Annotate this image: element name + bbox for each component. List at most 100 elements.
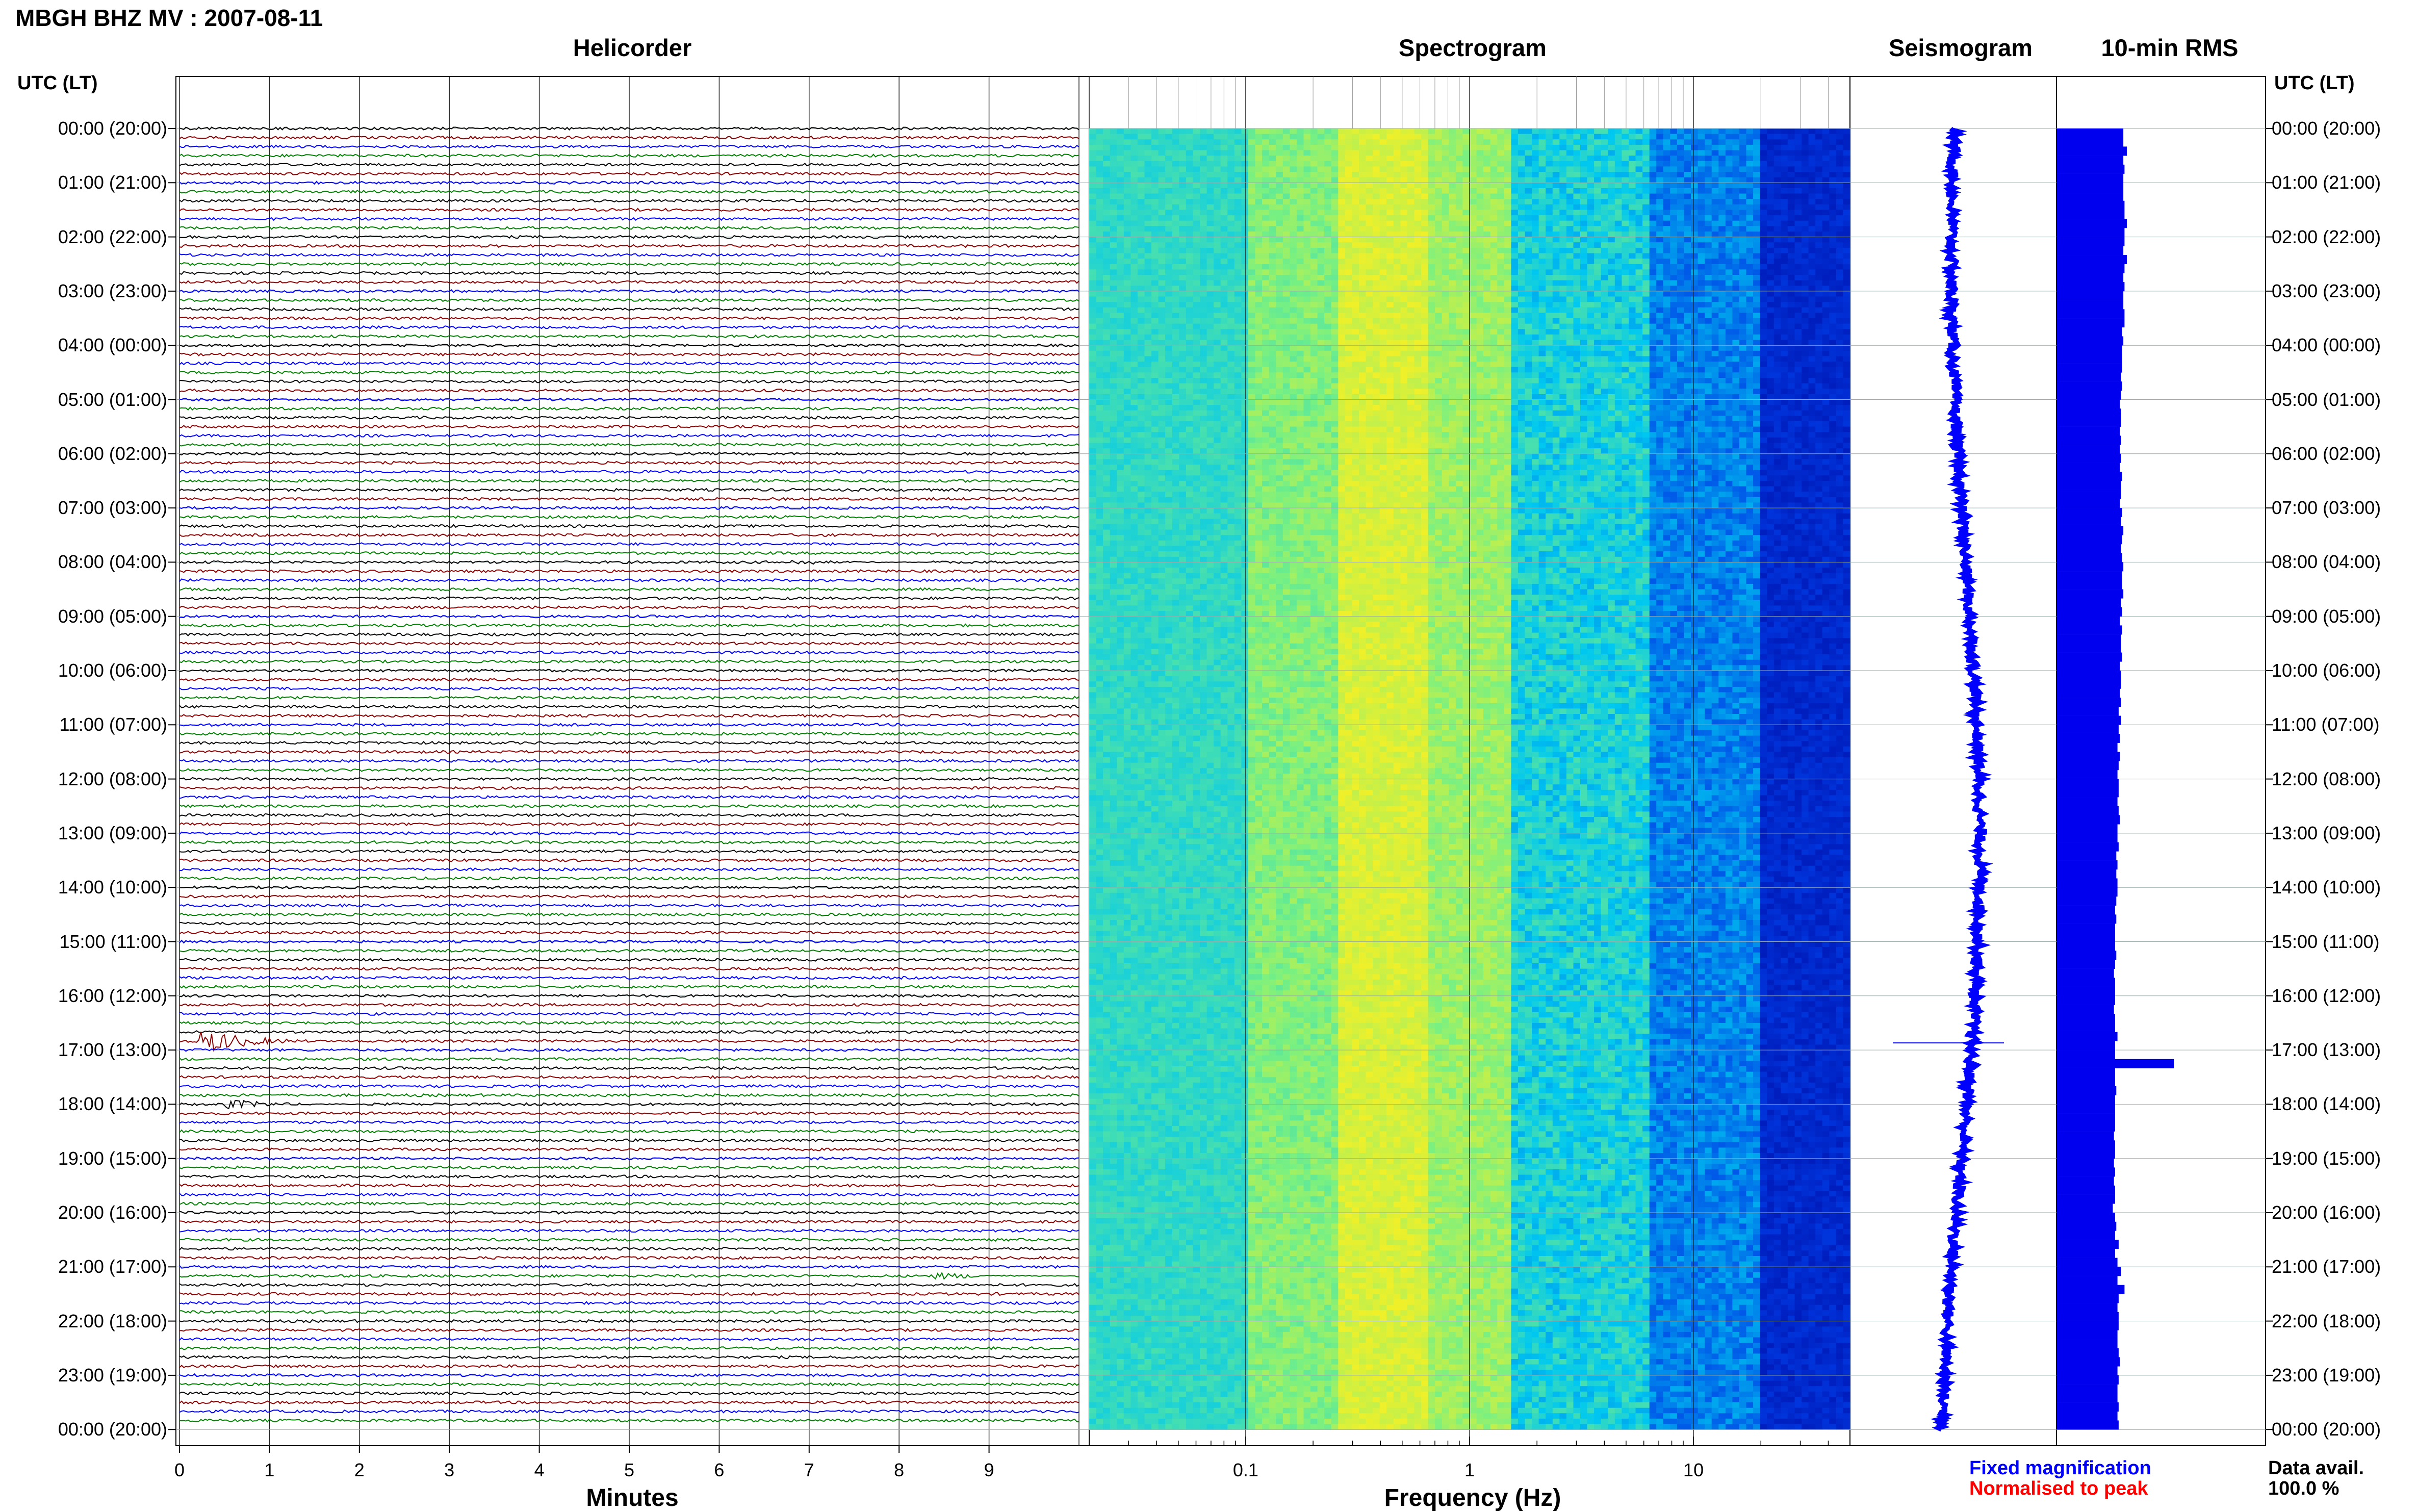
rms-bar — [2056, 933, 2115, 942]
hour-label-left: 17:00 (13:00) — [58, 1039, 167, 1061]
rms-bar — [2056, 490, 2121, 499]
rms-bar — [2056, 996, 2115, 1005]
rms-bar — [2056, 309, 2124, 318]
rms-bar — [2056, 896, 2116, 906]
minute-tick-label: 6 — [714, 1459, 724, 1481]
hour-label-right: 00:00 (20:00) — [2272, 1419, 2381, 1440]
hour-label-left: 08:00 (04:00) — [58, 551, 167, 573]
frequency-tick-label: 0.1 — [1233, 1459, 1258, 1481]
frequency-tick-label: 1 — [1464, 1459, 1475, 1481]
rms-bar — [2056, 1122, 2115, 1132]
rms-bar — [2056, 752, 2120, 761]
rms-bar — [2056, 833, 2118, 842]
minute-tick-label: 4 — [534, 1459, 545, 1481]
rms-bar — [2056, 499, 2120, 508]
rms-bar — [2056, 400, 2120, 409]
rms-bar — [2056, 1041, 2115, 1050]
frequency-tick-label: 10 — [1683, 1459, 1704, 1481]
minute-tick-label: 5 — [624, 1459, 634, 1481]
rms-bar — [2056, 797, 2118, 806]
rms-bar — [2056, 219, 2127, 228]
rms-bar — [2056, 707, 2119, 716]
rms-bar — [2056, 291, 2123, 300]
rms-bar — [2056, 354, 2122, 364]
hour-label-left: 06:00 (02:00) — [58, 443, 167, 465]
rms-bar — [2056, 1050, 2115, 1059]
rms-bar — [2056, 544, 2121, 553]
rms-bar — [2056, 508, 2122, 517]
rms-bar — [2056, 987, 2115, 996]
rms-bar — [2056, 1222, 2116, 1231]
hour-label-right: 13:00 (09:00) — [2272, 823, 2381, 844]
rms-bar — [2056, 1412, 2118, 1421]
rms-bar — [2056, 1186, 2115, 1195]
rms-bar — [2056, 1303, 2118, 1312]
rms-bar — [2056, 273, 2123, 282]
hour-label-right: 11:00 (07:00) — [2272, 714, 2379, 735]
rms-bar — [2056, 1285, 2124, 1294]
rms-bar — [2056, 1059, 2174, 1068]
rms-bar — [2056, 372, 2121, 381]
rms-bar — [2056, 653, 2122, 662]
rms-bar — [2056, 914, 2116, 924]
rms-bar — [2056, 517, 2121, 526]
rms-bar — [2056, 644, 2121, 653]
rms-bar — [2056, 869, 2116, 879]
rms-bar — [2056, 779, 2119, 788]
hour-label-left: 00:00 (20:00) — [58, 1419, 167, 1440]
rms-bar — [2056, 607, 2122, 617]
rms-bar — [2056, 1267, 2121, 1276]
hour-label-right: 12:00 (08:00) — [2272, 768, 2381, 790]
minutes-axis-label: Minutes — [586, 1484, 678, 1512]
rms-bar — [2056, 1231, 2115, 1240]
rms-bar — [2056, 1375, 2119, 1385]
rms-bar — [2056, 174, 2123, 183]
rms-bar — [2056, 580, 2122, 590]
hour-label-right: 03:00 (23:00) — [2272, 280, 2381, 302]
hour-label-right: 15:00 (11:00) — [2272, 931, 2379, 953]
rms-bar — [2056, 129, 2123, 138]
rms-bar — [2056, 969, 2114, 978]
rms-bar — [2056, 1086, 2116, 1095]
hour-label-right: 06:00 (02:00) — [2272, 443, 2381, 465]
rms-bar — [2056, 887, 2118, 896]
rms-bar — [2056, 228, 2124, 237]
rms-bar — [2056, 1068, 2115, 1078]
hour-label-left: 09:00 (05:00) — [58, 606, 167, 627]
hour-label-right: 18:00 (14:00) — [2272, 1093, 2381, 1115]
data-availability-value: 100.0 % — [2268, 1478, 2339, 1500]
hour-label-right: 19:00 (15:00) — [2272, 1148, 2381, 1169]
hour-label-left: 15:00 (11:00) — [60, 931, 167, 953]
rms-bar — [2056, 1385, 2118, 1394]
rms-bar — [2056, 806, 2119, 815]
rms-bar — [2056, 924, 2115, 933]
rms-bar — [2056, 788, 2119, 797]
rms-bar — [2056, 427, 2120, 436]
rms-bar — [2056, 255, 2127, 264]
rms-bar — [2056, 1402, 2119, 1412]
rms-bar — [2056, 481, 2121, 490]
rms-bar — [2056, 860, 2118, 869]
rms-bar — [2056, 1393, 2118, 1402]
rms-bar — [2056, 716, 2121, 725]
rms-bar — [2056, 472, 2122, 481]
rms-bar — [2056, 391, 2121, 400]
hour-label-left: 00:00 (20:00) — [58, 118, 167, 139]
rms-bar — [2056, 978, 2115, 987]
rms-bar — [2056, 680, 2121, 689]
rms-bar — [2056, 210, 2124, 219]
hour-label-left: 22:00 (18:00) — [58, 1311, 167, 1332]
rms-bar — [2056, 1312, 2119, 1321]
hour-label-left: 20:00 (16:00) — [58, 1202, 167, 1223]
hour-label-left: 04:00 (00:00) — [58, 335, 167, 356]
rms-bar — [2056, 345, 2122, 354]
rms-bar — [2056, 1167, 2115, 1176]
rms-bar — [2056, 1366, 2118, 1375]
rms-bar — [2056, 562, 2123, 571]
rms-bar — [2056, 156, 2123, 165]
hour-label-left: 14:00 (10:00) — [58, 877, 167, 898]
rms-bar — [2056, 1159, 2114, 1168]
fixed-magnification-note: Fixed magnification — [1969, 1457, 2151, 1479]
rms-bar — [2056, 1095, 2115, 1105]
